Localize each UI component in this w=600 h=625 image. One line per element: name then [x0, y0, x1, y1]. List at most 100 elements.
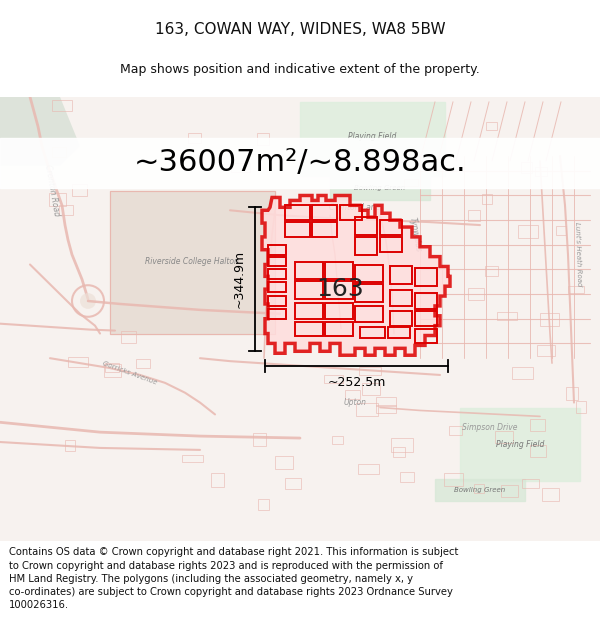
Bar	[121, 331, 136, 343]
Bar	[415, 293, 437, 309]
Bar	[460, 408, 580, 481]
Bar	[449, 426, 462, 435]
Text: Playing Field: Playing Field	[496, 441, 544, 449]
Bar	[285, 206, 310, 220]
Bar	[391, 438, 413, 452]
Text: Simpson Drive: Simpson Drive	[462, 422, 518, 432]
Bar	[485, 122, 497, 130]
Bar	[295, 303, 323, 319]
Bar	[52, 100, 71, 111]
Text: Lunt's Heath Road: Lunt's Heath Road	[574, 222, 582, 287]
Bar	[415, 311, 437, 326]
Text: Playing Field: Playing Field	[348, 132, 396, 141]
Bar	[0, 138, 600, 188]
Bar	[136, 359, 151, 368]
Text: ~252.5m: ~252.5m	[328, 376, 386, 389]
Bar	[435, 479, 525, 501]
Bar	[502, 485, 518, 498]
Bar	[475, 484, 484, 493]
Bar	[400, 472, 414, 482]
Bar	[355, 237, 377, 254]
Text: Tynwalds: Tynwalds	[407, 217, 422, 253]
Bar	[380, 237, 402, 252]
Text: Contains OS data © Crown copyright and database right 2021. This information is : Contains OS data © Crown copyright and d…	[9, 548, 458, 610]
Bar	[359, 367, 381, 375]
Bar	[362, 383, 380, 395]
Bar	[275, 456, 293, 469]
Bar	[231, 163, 250, 172]
Bar	[356, 402, 377, 416]
Bar	[482, 194, 492, 204]
Bar	[468, 209, 480, 221]
Bar	[355, 264, 383, 282]
Bar	[332, 436, 343, 444]
Bar	[530, 419, 545, 431]
Bar	[258, 499, 269, 511]
Polygon shape	[0, 97, 80, 166]
Circle shape	[80, 293, 96, 309]
Bar	[468, 288, 484, 300]
Bar	[345, 390, 361, 399]
Text: ~36007m²/~8.898ac.: ~36007m²/~8.898ac.	[134, 149, 466, 178]
Bar	[295, 322, 323, 336]
Bar	[566, 388, 578, 400]
Bar	[390, 311, 412, 326]
Bar	[325, 322, 353, 336]
Bar	[312, 222, 337, 237]
Polygon shape	[262, 196, 450, 355]
Bar	[325, 303, 353, 319]
Bar	[376, 405, 395, 413]
Bar	[324, 375, 343, 383]
Bar	[390, 290, 412, 306]
Bar	[104, 364, 121, 377]
Bar	[253, 433, 266, 446]
Bar	[300, 102, 445, 176]
Bar	[68, 357, 88, 367]
Bar	[495, 431, 513, 443]
Bar	[268, 257, 286, 266]
Bar	[523, 479, 539, 488]
Text: Gorricks Avenue: Gorricks Avenue	[102, 361, 158, 386]
Bar	[110, 191, 275, 334]
Bar	[312, 206, 337, 220]
Bar	[392, 447, 405, 458]
Bar	[72, 184, 87, 196]
Bar	[365, 149, 376, 158]
Bar	[358, 464, 379, 474]
Bar	[415, 329, 437, 343]
Bar	[576, 401, 586, 413]
Bar	[512, 368, 533, 379]
Bar	[538, 346, 555, 356]
Bar	[268, 309, 286, 319]
Bar	[404, 179, 418, 186]
Bar	[257, 132, 269, 144]
Bar	[390, 266, 412, 284]
Bar	[415, 269, 437, 286]
Bar	[285, 222, 310, 237]
Bar	[268, 296, 286, 306]
Bar	[211, 473, 224, 487]
Bar	[268, 282, 286, 292]
Text: 163, COWAN WAY, WIDNES, WA8 5BW: 163, COWAN WAY, WIDNES, WA8 5BW	[155, 21, 445, 36]
Bar	[360, 327, 385, 339]
Bar	[443, 472, 463, 486]
Bar	[52, 147, 65, 157]
Bar	[182, 455, 203, 462]
Text: Cronton Lane: Cronton Lane	[329, 203, 380, 212]
Bar	[355, 217, 377, 235]
Bar	[340, 206, 362, 220]
Bar	[376, 397, 396, 406]
Bar	[285, 478, 301, 489]
Bar	[65, 440, 75, 451]
Bar	[568, 286, 584, 293]
Bar	[295, 281, 323, 299]
Text: Bowling Green: Bowling Green	[355, 184, 406, 191]
Bar	[268, 245, 286, 254]
Bar	[355, 306, 383, 322]
Bar	[295, 261, 323, 279]
Text: ~344.9m: ~344.9m	[233, 250, 246, 308]
Bar	[485, 266, 499, 276]
Bar	[355, 284, 383, 302]
Bar	[497, 312, 517, 320]
Text: Upton: Upton	[343, 398, 367, 407]
